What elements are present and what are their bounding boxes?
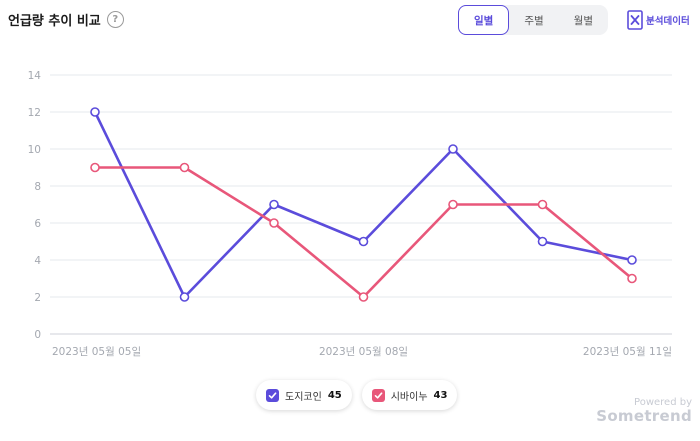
legend-label: 도지코인: [285, 391, 322, 403]
y-tick-label: 2: [34, 292, 41, 304]
legend-item-dogecoin[interactable]: 도지코인 45: [256, 380, 352, 410]
brand-logo: Sometrend: [596, 406, 692, 425]
legend-count: 45: [327, 389, 342, 401]
period-monthly-button[interactable]: 월별: [573, 14, 593, 27]
data-points: [90, 107, 637, 302]
chart-title-text: 언급량 추이 비교: [8, 14, 101, 29]
period-weekly-button[interactable]: 주별: [524, 14, 544, 27]
legend-count: 43: [433, 389, 448, 401]
data-point: [358, 236, 369, 247]
grid-lines: [50, 74, 672, 335]
x-tick-label: 2023년 05월 11일: [583, 345, 672, 358]
y-tick-label: 6: [34, 218, 41, 230]
checkbox-icon[interactable]: [371, 388, 385, 402]
powered-by: Powered by Sometrend: [596, 397, 692, 425]
excel-icon: [627, 10, 643, 30]
series-lines: [93, 110, 634, 299]
legend: 도지코인 45 시바이누 43: [256, 380, 458, 410]
data-point: [179, 162, 190, 173]
chart-title: 언급량 추이 비교 ?: [8, 10, 124, 29]
data-point: [537, 199, 548, 210]
checkbox-icon[interactable]: [266, 388, 279, 402]
data-point: [537, 236, 548, 247]
powered-by-text: Powered by: [634, 397, 692, 408]
y-tick-label: 14: [28, 70, 42, 82]
x-axis-ticks: 2023년 05월 05일 2023년 05월 08일 2023년 05월 11일: [52, 345, 672, 358]
data-point: [358, 292, 369, 302]
data-point: [90, 162, 100, 173]
x-tick-label: 2023년 05월 05일: [52, 345, 141, 358]
analysis-data-label: 분석데이터: [646, 16, 690, 27]
analysis-data-button[interactable]: 분석데이터: [627, 10, 690, 30]
data-point: [90, 107, 100, 117]
y-tick-label: 10: [28, 144, 41, 156]
data-point: [269, 199, 279, 210]
data-point: [448, 199, 458, 210]
data-point: [448, 144, 458, 154]
series-line: [93, 110, 634, 299]
y-tick-label: 12: [28, 107, 41, 119]
period-toggle: 일별 주별 월별: [458, 5, 608, 35]
period-daily-button[interactable]: 일별: [458, 5, 510, 35]
y-tick-label: 0: [34, 329, 41, 341]
help-icon[interactable]: ?: [106, 11, 124, 28]
legend-label: 시바이누: [390, 391, 428, 403]
data-point: [627, 273, 637, 284]
y-tick-label: 8: [34, 181, 41, 193]
data-point: [179, 292, 190, 302]
legend-item-shibainu[interactable]: 시바이누 43: [361, 380, 458, 410]
data-point: [627, 255, 637, 265]
data-point: [269, 218, 279, 228]
y-axis-ticks: 0 2 4 6 8 10 12 14: [28, 70, 42, 341]
x-tick-label: 2023년 05월 08일: [319, 345, 408, 358]
y-tick-label: 4: [34, 255, 41, 267]
